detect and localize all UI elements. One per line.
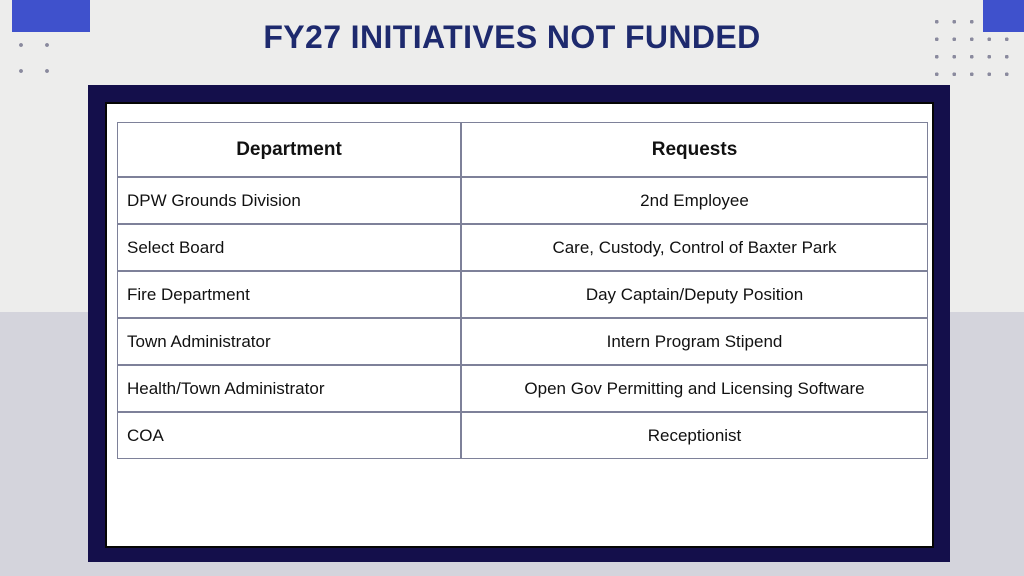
page-title: FY27 INITIATIVES NOT FUNDED [263, 19, 761, 55]
column-header-requests: Requests [461, 122, 928, 177]
table-row: Select Board Care, Custody, Control of B… [117, 224, 928, 271]
cell-department: Fire Department [117, 271, 461, 318]
table-header-row: Department Requests [117, 122, 928, 177]
table-row: Health/Town Administrator Open Gov Permi… [117, 365, 928, 412]
blue-square-decoration-top-right [983, 0, 1024, 32]
cell-request: Intern Program Stipend [461, 318, 928, 365]
table-row: COA Receptionist [117, 412, 928, 459]
cell-request: Day Captain/Deputy Position [461, 271, 928, 318]
cell-department: Town Administrator [117, 318, 461, 365]
blue-square-decoration-top-left [12, 0, 90, 32]
cell-department: COA [117, 412, 461, 459]
cell-request: 2nd Employee [461, 177, 928, 224]
cell-request: Open Gov Permitting and Licensing Softwa… [461, 365, 928, 412]
cell-request: Receptionist [461, 412, 928, 459]
cell-department: Select Board [117, 224, 461, 271]
cell-request: Care, Custody, Control of Baxter Park [461, 224, 928, 271]
table-row: Town Administrator Intern Program Stipen… [117, 318, 928, 365]
initiatives-table: Department Requests DPW Grounds Division… [117, 122, 928, 459]
content-card: Department Requests DPW Grounds Division… [105, 102, 934, 548]
cell-department: DPW Grounds Division [117, 177, 461, 224]
table-row: Fire Department Day Captain/Deputy Posit… [117, 271, 928, 318]
column-header-department: Department [117, 122, 461, 177]
content-frame: Department Requests DPW Grounds Division… [88, 85, 950, 562]
cell-department: Health/Town Administrator [117, 365, 461, 412]
table-row: DPW Grounds Division 2nd Employee [117, 177, 928, 224]
